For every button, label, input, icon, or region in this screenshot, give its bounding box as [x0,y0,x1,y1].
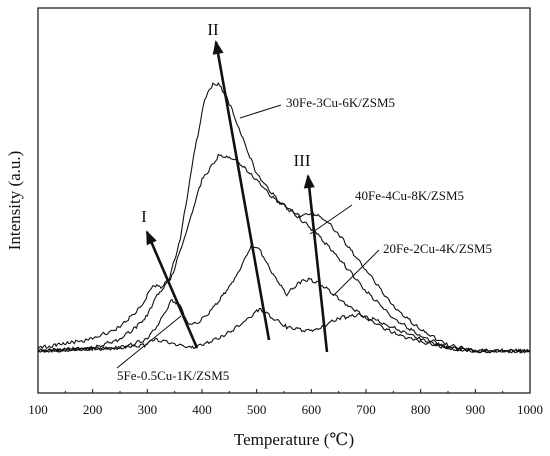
series-line-20fe-2cu-4k-zsm5 [37,244,531,354]
x-tick-label-900: 900 [466,402,486,417]
x-tick-label-700: 700 [356,402,376,417]
x-tick-label-1000: 1000 [517,402,543,417]
series-label-5fe-0-5cu-1k-zsm5: 5Fe-0.5Cu-1K/ZSM5 [117,368,229,383]
x-tick-label-600: 600 [302,402,322,417]
x-tick-label-300: 300 [138,402,158,417]
peak-label-i: I [141,207,147,226]
y-axis-title: Intensity (a.u.) [5,151,24,251]
labels-layer: 100 200 300 400 500 600 700 800 900 1000IIIIII30F… [28,20,543,417]
arrows-layer [145,40,329,353]
leaders-layer [116,104,380,369]
x-axis-title: Temperature (℃) [234,430,354,449]
x-tick-label-100: 100 [28,402,48,417]
series-label-30fe-3cu-6k-zsm5: 30Fe-3Cu-6K/ZSM5 [286,95,395,110]
series-line-40fe-4cu-8k-zsm5 [37,153,531,354]
peak-label-iii: III [294,151,311,170]
arrowhead-iii [303,174,315,189]
arrowhead-ii [212,40,224,55]
arrow-i [145,231,199,349]
x-tick-label-500: 500 [247,402,267,417]
series-label-40fe-4cu-8k-zsm5: 40Fe-4Cu-8K/ZSM5 [355,188,464,203]
curves-layer [37,81,531,354]
leader-line-20fe-2cu-4k-zsm5 [332,249,380,297]
leader-line-30fe-3cu-6k-zsm5 [239,104,282,119]
x-tick-label-200: 200 [83,402,103,417]
peak-label-ii: II [207,20,219,39]
arrowhead-i [146,230,157,246]
leader-line-40fe-4cu-8k-zsm5 [309,204,353,235]
series-line-5fe-0-5cu-1k-zsm5 [37,308,531,354]
arrow-iii [306,175,329,353]
series-label-20fe-2cu-4k-zsm5: 20Fe-2Cu-4K/ZSM5 [383,241,492,256]
leader-line-5fe-0-5cu-1k-zsm5 [116,315,182,369]
x-tick-label-800: 800 [411,402,431,417]
arrow-ii [214,41,271,341]
x-tick-label-400: 400 [192,402,212,417]
series-line-30fe-3cu-6k-zsm5 [37,81,531,354]
ticks-layer [37,389,531,393]
